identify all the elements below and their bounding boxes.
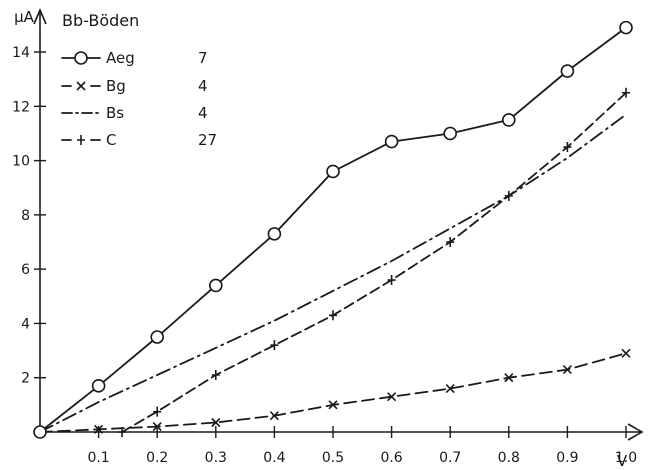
legend-aeg-name: Aeg (106, 49, 135, 67)
x-tick-label: 0.3 (205, 450, 227, 466)
series-bg-marker (621, 348, 631, 358)
series-bg-line (39, 352, 627, 433)
series-c-marker (387, 275, 396, 286)
y-ticks: 2 4 6 8 10 12 14 (12, 45, 46, 387)
x-ticks: 0.1 0.2 0.3 0.4 0.5 0.6 0.7 0.8 0.9 1.0 (87, 426, 637, 466)
series-aeg (39, 20, 633, 433)
legend-c-count: 27 (198, 131, 217, 149)
legend-aeg-entry: Aeg 7 (61, 49, 208, 67)
series-c-marker (329, 310, 337, 321)
series-c-line (121, 91, 627, 433)
series-c-marker (270, 340, 279, 351)
origin-marker (33, 425, 47, 439)
legend-title: Bb-Böden (62, 11, 139, 30)
series-bs (39, 113, 627, 433)
series-bg-marker (562, 365, 572, 375)
series-c-marker (118, 427, 127, 437)
series-bg-marker (328, 400, 338, 410)
x-tick-label: 0.1 (87, 450, 109, 466)
x-tick-label: 0.2 (146, 450, 168, 466)
y-tick-label: 12 (12, 99, 30, 115)
legend-c-entry: C 27 (61, 131, 217, 149)
series-c-marker (563, 142, 572, 153)
series-aeg-marker (326, 164, 340, 179)
series-aeg-marker (267, 227, 282, 241)
series-bg-marker (152, 422, 162, 432)
y-tick-label: 2 (21, 371, 30, 387)
legend-bg-marker (76, 81, 86, 91)
series-aeg-marker (209, 278, 223, 293)
series-c-marker (446, 237, 455, 248)
series-aeg-line (39, 26, 627, 433)
legend-bg-entry: Bg 4 (61, 77, 208, 95)
series-bg-marker (211, 417, 221, 428)
legend-bs-entry: Bs 4 (61, 104, 208, 122)
y-axis-label: µA (14, 8, 35, 26)
y-tick-label: 14 (12, 45, 30, 61)
x-tick-label: 0.9 (556, 450, 578, 466)
y-tick-label: 6 (21, 262, 30, 278)
series-aeg-marker (560, 64, 575, 78)
series-c-marker (504, 190, 513, 201)
series-bg-marker (445, 384, 455, 394)
x-tick-label: 1.0 (615, 450, 637, 466)
x-axis-arrow (627, 423, 644, 441)
series-c (118, 87, 630, 437)
series-bg-marker (387, 392, 397, 402)
x-tick-label: 0.5 (322, 450, 344, 466)
series-bg-marker (504, 373, 514, 383)
legend-c-marker (77, 135, 85, 145)
x-tick-label: 0.6 (380, 450, 402, 466)
y-tick-label: 8 (21, 208, 30, 224)
series-aeg-marker (501, 113, 516, 127)
legend-bs-name: Bs (106, 104, 124, 122)
series-aeg-marker (384, 134, 399, 149)
series-aeg-marker (443, 126, 458, 141)
series-aeg-marker (619, 20, 633, 35)
x-tick-label: 0.7 (439, 450, 461, 466)
series-bg (39, 348, 631, 434)
x-tick-label: 0.8 (498, 450, 520, 466)
series-bg-marker (269, 411, 279, 421)
legend-bg-name: Bg (106, 77, 126, 95)
series-bg-marker (94, 424, 104, 434)
legend: Bb-Böden Aeg 7 Bg 4 Bs 4 C 27 (61, 11, 217, 149)
series-bs-line (39, 113, 627, 433)
x-axis-label: V (617, 452, 628, 470)
series-c-marker (153, 406, 162, 417)
series-c-marker (622, 87, 630, 98)
series-layer (33, 20, 633, 439)
legend-bs-count: 4 (198, 104, 208, 122)
y-tick-label: 10 (12, 154, 30, 170)
x-tick-label: 0.4 (263, 450, 285, 466)
series-aeg-marker (150, 330, 164, 344)
legend-aeg-count: 7 (198, 49, 208, 67)
legend-bg-count: 4 (198, 77, 208, 95)
legend-c-name: C (106, 131, 116, 149)
y-axis-arrow (33, 7, 47, 25)
axes (33, 7, 644, 441)
y-tick-label: 4 (21, 316, 30, 332)
series-aeg-marker (91, 379, 106, 393)
series-c-marker (211, 370, 220, 381)
legend-aeg-marker (74, 51, 88, 65)
